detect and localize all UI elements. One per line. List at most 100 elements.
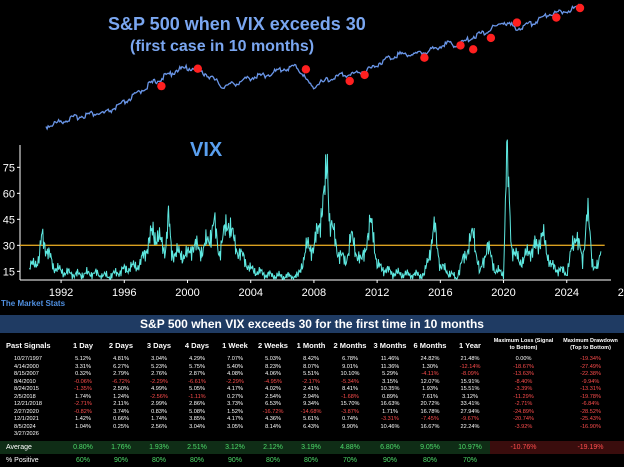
table-cell: 3.04% (189, 423, 205, 430)
sp500-chart: S&P 500 when VIX exceeds 30 (first case … (45, 3, 585, 131)
table-cell: 0.80% (64, 441, 102, 455)
table-cell: -11.29% (513, 393, 534, 400)
table-cell: 1.71% (382, 408, 398, 415)
table-cell: -9.67% (461, 416, 479, 423)
table-cell: -13.63% (513, 371, 534, 378)
table-cell: -9.94% (581, 378, 600, 385)
row-label: % Positive (6, 457, 39, 465)
table-cell: 6.27% (113, 363, 129, 370)
signal-date: 3/27/2026 (14, 431, 39, 438)
table-cell: 2.11% (113, 401, 129, 408)
table-cell: -27.49% (580, 363, 601, 370)
table-cell: 1.74% (151, 416, 167, 423)
signal-marker (512, 18, 522, 27)
table-cell: -6.61% (188, 378, 206, 385)
column-header: Maximum Drawdown (Top to Bottom) (563, 338, 618, 351)
sp500-subtitle: (first case in 10 months) (130, 38, 314, 55)
column-header: 1 Week (222, 340, 248, 350)
table-cell: 9.90% (342, 423, 358, 430)
table-cell: 90% (382, 457, 397, 465)
table-cell: 12.07% (420, 378, 440, 385)
vix-y-tick-label: 30 (3, 240, 15, 252)
table-cell: 4.99% (151, 386, 167, 393)
vix-x-tick-label: 2004 (238, 287, 262, 299)
table-row: 12/21/2018 -2.71% 2.11% 2.99% 2.86% 3.73% 6.53… (0, 401, 624, 409)
signal-date: 8/4/2010 (14, 378, 36, 385)
vix-x-tick-label: 1996 (112, 287, 136, 299)
table-cell: 5.23% (151, 363, 167, 370)
table-cell: 5.29% (382, 371, 398, 378)
table-cell: 2.56% (151, 423, 167, 430)
table-cell: 0.83% (151, 408, 167, 415)
vix-x-tick-label: 2008 (302, 287, 326, 299)
table-cell: 3.15% (382, 378, 398, 385)
table-cell: -6.84% (581, 401, 600, 408)
table-cell: -14.68% (300, 408, 322, 415)
column-header: Past Signals (6, 340, 51, 350)
table-cell: -19.19% (557, 441, 624, 455)
table-cell: 70% (462, 457, 477, 465)
signal-date: 12/1/2021 (14, 416, 39, 423)
table-title: S&P 500 when VIX exceeds 30 for the firs… (0, 315, 624, 333)
table-cell: 22.24% (460, 423, 480, 430)
vix-title: VIX (190, 139, 223, 161)
table-cell: -5.34% (341, 378, 359, 385)
table-cell: -3.92% (514, 423, 533, 430)
table-cell: -8.40% (514, 378, 533, 385)
column-header: 2 Months (333, 340, 367, 350)
table-cell: 2.94% (303, 393, 319, 400)
table-row: 10/27/1997 5.12% 4.81% 3.04% 4.29% 7.07% 5.03%… (0, 356, 624, 364)
table-cell: -3.39% (514, 386, 533, 393)
table-cell: -1.35% (74, 386, 92, 393)
table-cell: 1.76% (102, 441, 140, 455)
chart-area: S&P 500 when VIX exceeds 30 (first case … (1, 3, 624, 308)
row-label: Average (0, 441, 64, 455)
table-cell: 3.05% (227, 423, 243, 430)
table-cell (557, 431, 624, 439)
signal-marker (575, 3, 585, 13)
vix-series-line (29, 139, 602, 281)
table-cell (140, 431, 178, 439)
signal-date: 12/21/2018 (14, 401, 42, 408)
table-cell: 5.51% (303, 371, 319, 378)
signal-marker (193, 64, 202, 73)
table-cell: -4.11% (421, 371, 439, 378)
average-row: Average 0.80% 1.76% 1.93% 2.51% 3.12% 2.12% 3.1… (0, 441, 624, 455)
vix-x-tick-label: 2020 (491, 287, 515, 299)
table-cell (450, 431, 490, 439)
table-cell: 80% (151, 457, 166, 465)
signal-marker (420, 53, 429, 62)
table-cell: 3.04% (151, 356, 167, 362)
vix-y-tick-label: 75 (3, 162, 15, 174)
column-header: 2 Days (108, 340, 134, 350)
signal-date: 2/27/2020 (14, 408, 39, 415)
table-row: 3/27/2026 (0, 431, 624, 439)
table-cell: 70% (342, 457, 357, 465)
table-cell: 9.34% (303, 401, 319, 408)
table-header-row: Past Signals 1 Day 2 Days 3 Days 4 Days 1 Wee… (0, 334, 624, 356)
vix-x-tick-label: 2012 (365, 287, 389, 299)
table-cell: -2.71% (514, 401, 533, 408)
table-cell: -12.14% (459, 363, 481, 370)
table-cell: 4.06% (265, 371, 281, 378)
table-cell (557, 454, 624, 467)
table-cell: 2.12% (254, 441, 292, 455)
table-cell: 5.40% (227, 363, 243, 370)
table-cell: -2.71% (74, 401, 92, 408)
table-cell: -10.76% (490, 441, 557, 455)
table-cell: 1.74% (75, 393, 91, 400)
column-header: 3 Days (146, 340, 172, 350)
table-cell (64, 431, 102, 439)
table-row: 4/14/2000 3.31% 6.27% 5.23% 5.75% 5.40% 8.23% 8… (0, 364, 624, 372)
table-cell: 33.41% (460, 401, 480, 408)
column-header: 6 Months (413, 340, 447, 350)
table-cell: 20.72% (420, 401, 440, 408)
signal-date: 8/24/2015 (14, 386, 39, 393)
vix-chart: VIX 15 30 45 60 75 1992 1996 2000 2004 2008 2012 20… (1, 139, 624, 308)
column-header: 1 Day (72, 340, 93, 350)
table-cell: 8.07% (303, 363, 319, 370)
table-cell: 3.31% (75, 363, 91, 370)
table-cell: 3.85% (189, 416, 205, 423)
table-cell: -24.89% (513, 408, 534, 415)
table-cell: 5.12% (75, 356, 91, 362)
